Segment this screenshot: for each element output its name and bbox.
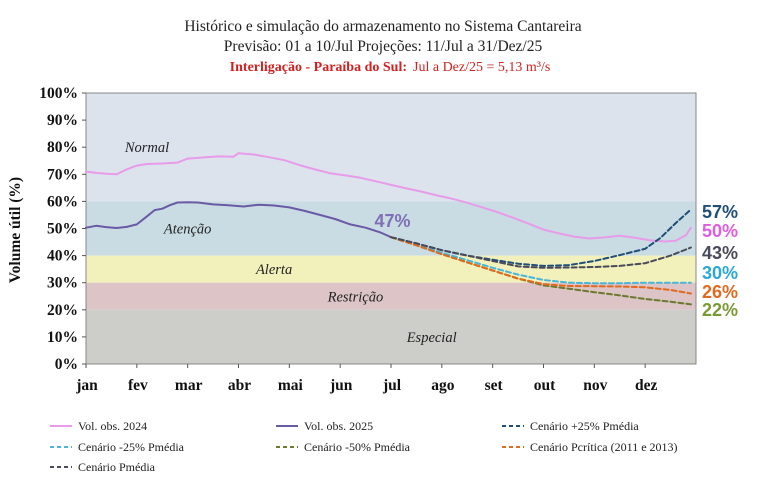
x-tick-label-jul: jul: [382, 377, 402, 394]
x-tick-label-mai: mai: [278, 377, 304, 394]
end-label-4: 30%: [702, 263, 738, 283]
y-tick-label-9: 90%: [47, 112, 78, 129]
y-tick-label-10: 100%: [39, 85, 78, 102]
x-tick-label-jan: jan: [75, 377, 98, 394]
series-line-4: [390, 236, 692, 285]
y-tick-label-1: 10%: [47, 329, 78, 346]
y-axis-label: Volume útil (%): [7, 177, 24, 283]
zone-band-5: [86, 309, 696, 364]
x-tick-label-abr: abr: [228, 377, 251, 394]
end-label-7: 43%: [702, 243, 738, 263]
series-line-1: [85, 201, 392, 239]
y-tick-label-7: 70%: [47, 166, 78, 183]
zone-label-5: Especial: [406, 330, 457, 346]
legend-label-2: Vol. obs. 2025: [304, 419, 373, 433]
x-tick-label-set: set: [485, 377, 504, 394]
zone-band-4: [86, 282, 696, 310]
chart-note: Interligação - Paraíba do Sul: Jul a Dez/…: [230, 60, 551, 75]
chart-subtitle: Previsão: 01 a 10/Jul Projeções: 11/Jul …: [224, 38, 543, 55]
y-tick-label-4: 40%: [47, 248, 78, 265]
legend-label-4: Cenário -25% Pmédia: [78, 440, 185, 454]
zone-label-1: Normal: [124, 140, 169, 156]
legend-label-1: Vol. obs. 2024: [78, 419, 147, 433]
chart-note-bold: Interligação - Paraíba do Sul:: [230, 60, 407, 75]
zone-band-2: [86, 201, 696, 256]
x-tick-label-mar: mar: [175, 377, 203, 394]
legend-label-7: Cenário Pmédia: [78, 460, 156, 474]
end-label-6: 26%: [702, 282, 738, 302]
x-tick-label-out: out: [534, 377, 556, 394]
series-line-7: [390, 236, 692, 269]
y-tick-label-0: 0%: [55, 356, 78, 373]
current-value-label: 47%: [375, 211, 411, 231]
zone-label-4: Restrição: [327, 289, 384, 305]
series-line-2: [85, 152, 692, 243]
end-label-3: 57%: [702, 202, 738, 222]
x-tick-label-nov: nov: [583, 377, 607, 394]
x-tick-label-ago: ago: [431, 377, 455, 394]
y-tick-label-5: 50%: [47, 221, 78, 238]
y-tick-label-2: 20%: [47, 302, 78, 319]
legend-label-6: Cenário Pcrítica (2011 e 2013): [530, 440, 678, 454]
y-tick-label-6: 60%: [47, 193, 78, 210]
zone-label-2: Atenção: [163, 222, 212, 238]
x-tick-label-jun: jun: [329, 377, 353, 394]
chart-title: Histórico e simulação do armazenamento n…: [184, 18, 581, 35]
legend-label-3: Cenário +25% Pmédia: [530, 419, 639, 433]
chart-note-text: Jul a Dez/25 = 5,13 m³/s: [413, 60, 550, 75]
legend-label-5: Cenário -50% Pmédia: [304, 440, 411, 454]
zone-label-3: Alerta: [255, 262, 292, 278]
end-label-5: 22%: [702, 300, 738, 320]
zone-band-3: [86, 255, 696, 283]
y-tick-label-8: 80%: [47, 139, 78, 156]
end-label-2: 50%: [702, 221, 738, 241]
y-tick-label-3: 30%: [47, 275, 78, 292]
zone-band-1: [86, 93, 696, 202]
series-line-6: [390, 236, 692, 295]
x-tick-label-dez: dez: [635, 377, 658, 394]
x-tick-label-fev: fev: [128, 377, 148, 394]
